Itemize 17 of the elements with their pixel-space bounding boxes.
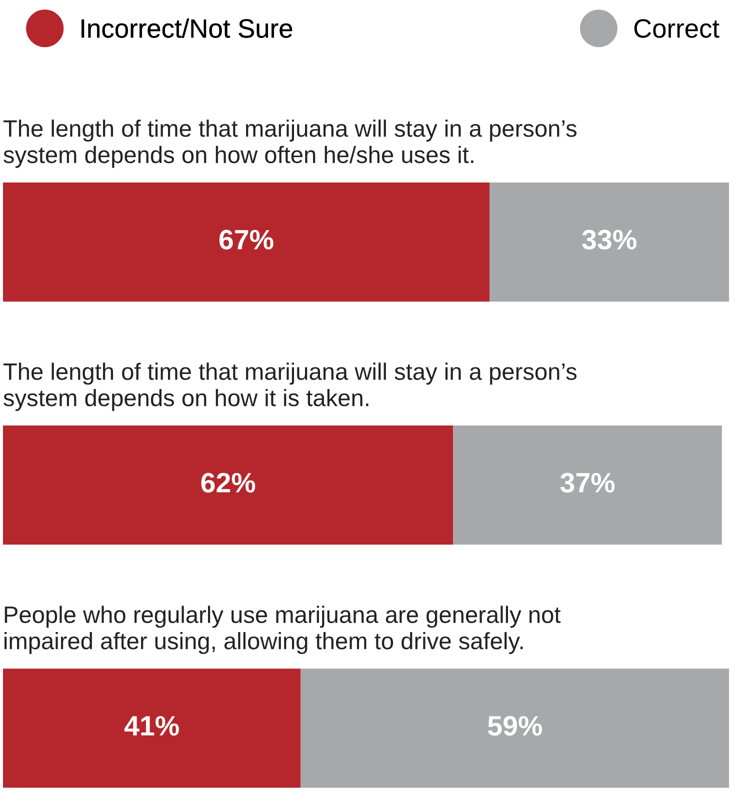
legend-label: Correct	[634, 19, 720, 38]
data-label: 41%	[124, 716, 179, 736]
legend-label: Incorrect/Not Sure	[82, 18, 292, 38]
bar	[2, 426, 454, 545]
y-tick-label: The length of time that marijuana will stay in a person’s system depends on how often he/she uses it.	[3, 120, 577, 168]
bar	[453, 426, 722, 545]
bar	[2, 668, 301, 788]
bar	[490, 182, 730, 302]
data-label: 37%	[560, 472, 615, 493]
y-tick-label: People who regularly use marijuana are generally not impaired after using, allowing them to drive safely.	[4, 606, 561, 654]
data-label: 67%	[219, 230, 274, 250]
y-tick-label: The length of time that marijuana will stay in a person’s system depends on how it is taken.	[3, 362, 577, 411]
data-label: 59%	[488, 716, 542, 736]
data-label: 62%	[201, 472, 256, 493]
bar	[2, 182, 490, 302]
bar	[300, 668, 730, 788]
data-label: 33%	[582, 230, 636, 250]
